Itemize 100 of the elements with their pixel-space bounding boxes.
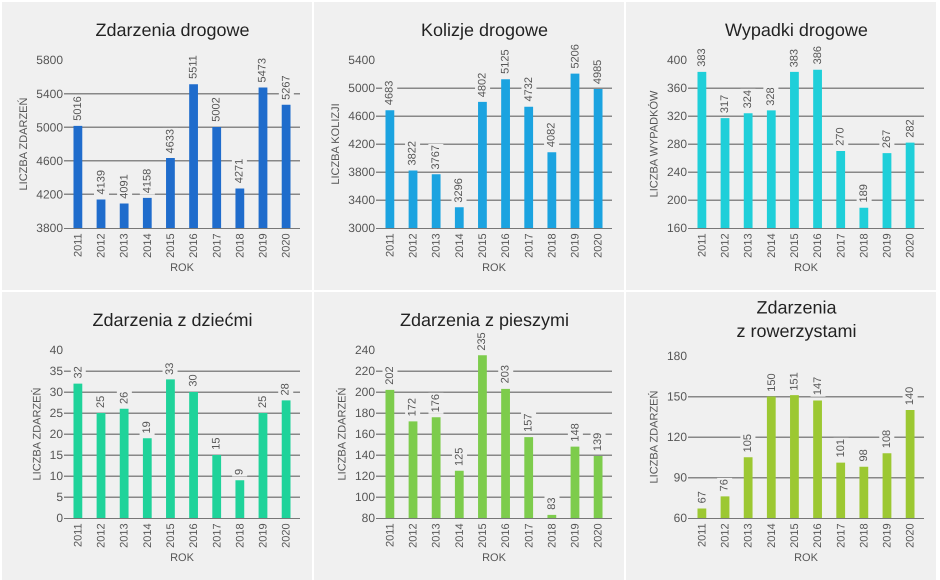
y-tick-label: 30 [50,385,64,400]
data-label: 328 [764,87,777,106]
data-label: 383 [696,48,708,67]
bar [212,455,222,518]
data-label: 101 [835,439,848,458]
data-label: 30 [188,374,200,387]
data-label: 9 [234,468,246,476]
bar [96,413,106,518]
data-label: 317 [718,94,731,114]
x-tick-label: 2014 [766,233,778,258]
bar [282,400,291,518]
y-tick-label: 25 [50,406,64,420]
x-tick-label: 2014 [142,523,154,548]
data-label: 4802 [476,72,489,98]
y-tick-label: 15 [50,448,64,462]
y-tick-label: 90 [674,470,688,485]
data-label: 235 [476,332,488,351]
chart-title: Zdarzenia z rowerzystami [736,298,857,341]
data-label: 76 [718,479,731,492]
y-tick-label: 100 [354,490,376,504]
x-tick-label: 2012 [720,523,732,548]
y-tick-label: 10 [50,469,64,484]
x-tick-label: 2019 [258,233,270,258]
x-tick-label: 2017 [835,233,848,258]
data-label: 67 [696,491,708,504]
bar [142,438,152,518]
x-axis-title: ROK [170,552,195,564]
x-tick-label: 2013 [430,233,443,258]
y-tick-label: 80 [362,511,376,526]
data-label: 151 [788,372,800,391]
chart-title: Zdarzenia drogowe [95,20,250,40]
x-tick-label: 2018 [234,233,246,258]
data-label: 5016 [72,96,84,121]
y-tick-label: 140 [354,448,376,462]
bar [235,480,244,518]
x-tick-label: 2012 [408,523,420,548]
data-label: 3296 [453,178,466,203]
data-label: 26 [118,392,130,404]
data-label: 148 [569,423,582,442]
chart-title: Zdarzenia z dziećmi [92,310,253,330]
x-tick-label: 2012 [720,233,732,258]
y-tick-label: 240 [666,165,688,180]
x-tick-label: 2019 [882,233,894,258]
data-label: 267 [880,130,893,148]
y-tick-label: 4200 [348,137,376,152]
data-label: 386 [812,46,824,64]
x-tick-label: 2016 [812,523,824,548]
x-tick-label: 2019 [570,523,582,548]
data-label: 32 [72,366,84,378]
y-axis-title: LICZBA KOLIZJI [330,103,342,185]
y-tick-label: 280 [666,137,688,152]
data-label: 19 [141,421,154,434]
x-tick-label: 2011 [384,523,396,548]
x-tick-label: 2015 [789,523,802,548]
x-tick-label: 2013 [742,523,755,548]
x-tick-label: 2020 [280,523,293,548]
x-tick-label: 2012 [96,523,108,548]
data-label: 203 [500,365,512,384]
bar [120,408,129,518]
x-tick-label: 2012 [408,233,420,258]
data-label: 4091 [118,174,131,199]
y-tick-label: 40 [50,343,64,358]
data-label: 5125 [499,49,512,74]
x-tick-label: 2011 [696,523,708,548]
y-tick-label: 160 [354,427,376,442]
x-tick-label: 2020 [592,233,605,258]
x-tick-label: 2016 [812,233,824,258]
x-tick-label: 2016 [188,233,200,258]
data-label: 139 [592,432,604,452]
data-label: 324 [742,90,754,108]
data-label: 25 [256,396,269,408]
data-label: 202 [384,366,396,385]
data-label: 98 [858,449,870,462]
y-axis-title: LICZBA ZDARZEŃ [648,390,661,484]
data-label: 15 [210,437,223,450]
x-tick-label: 2014 [454,523,466,548]
y-tick-label: 160 [666,221,688,236]
data-label: 33 [164,362,176,375]
x-tick-label: 2011 [696,233,708,258]
x-tick-label: 2019 [258,523,270,548]
y-tick-label: 180 [354,406,376,420]
x-tick-label: 2013 [430,523,443,548]
x-tick-label: 2019 [570,233,582,258]
chart-title: Wypadki drogowe [725,20,868,40]
x-tick-label: 2017 [211,523,224,548]
x-tick-label: 2016 [500,233,512,258]
y-tick-label: 3000 [348,221,376,236]
data-label: 172 [406,398,419,416]
data-label: 189 [858,184,870,203]
x-tick-label: 2014 [454,233,466,258]
y-axis-title: LICZBA WYPADKÓW [648,90,661,198]
data-label: 3767 [430,144,442,170]
data-label: 5206 [569,44,582,69]
y-tick-label: 5400 [36,86,64,101]
x-tick-label: 2015 [477,233,490,258]
x-tick-label: 2018 [858,523,870,548]
bar [258,413,268,518]
y-tick-label: 240 [354,343,376,358]
data-label: 108 [880,430,893,448]
data-label: 4082 [546,122,558,148]
